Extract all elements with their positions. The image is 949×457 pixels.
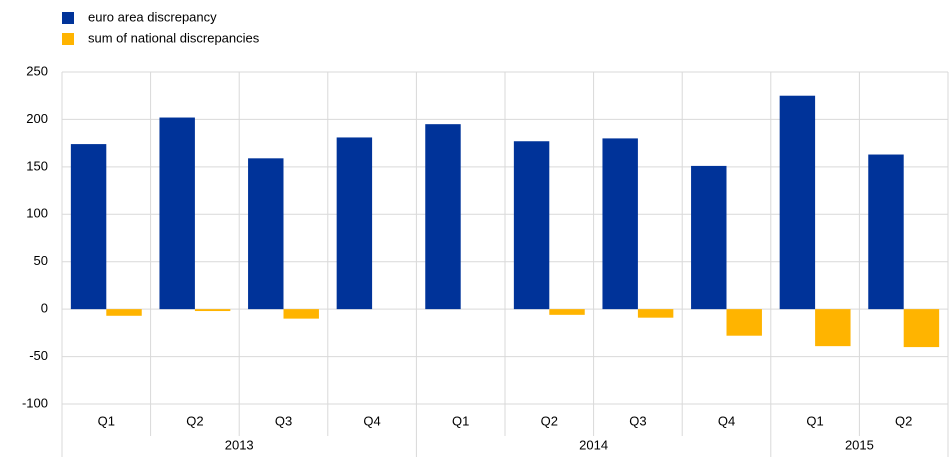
y-tick-label: 250 [26,63,48,78]
y-tick-label: 50 [34,253,48,268]
bar [691,165,727,310]
group-label: 2015 [845,437,874,452]
bar [637,309,674,318]
bar [815,309,851,347]
bar [549,309,585,315]
bar [70,144,107,310]
x-tick-label: Q2 [895,413,912,428]
x-tick-label: Q2 [186,413,203,428]
legend-label: sum of national discrepancies [88,30,260,45]
legend-label: euro area discrepancy [88,9,217,24]
y-tick-label: -100 [22,395,48,410]
y-tick-label: -50 [29,348,48,363]
legend-swatch [62,33,74,45]
x-tick-label: Q1 [98,413,115,428]
bar [726,309,762,336]
y-tick-label: 100 [26,206,48,221]
group-label: 2014 [579,437,608,452]
bar [602,138,638,310]
y-tick-label: 150 [26,158,48,173]
bar [903,309,940,348]
x-tick-label: Q4 [363,413,380,428]
bar [336,137,373,310]
y-tick-label: 200 [26,111,48,126]
y-tick-label: 0 [41,301,48,316]
x-tick-label: Q2 [541,413,558,428]
x-tick-label: Q4 [718,413,735,428]
bar [779,95,816,310]
bar [248,158,284,310]
bar [283,309,319,319]
bar [868,154,904,310]
bar [513,141,550,310]
bar [425,124,461,310]
bar [106,309,142,316]
x-tick-label: Q3 [275,413,292,428]
legend-swatch [62,12,74,24]
x-tick-label: Q1 [806,413,823,428]
group-label: 2013 [225,437,254,452]
bar [194,309,231,312]
bar [159,117,195,310]
x-tick-label: Q3 [629,413,646,428]
x-tick-label: Q1 [452,413,469,428]
